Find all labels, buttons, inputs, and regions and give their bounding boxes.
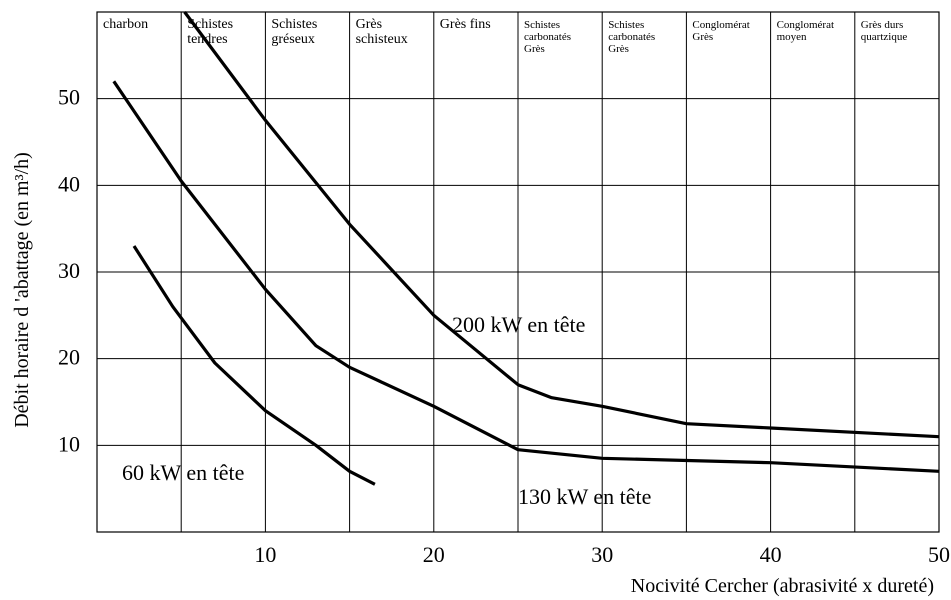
y-axis-title: Débit horaire d 'abattage (en m³/h) xyxy=(11,152,33,428)
y-tick-label-4: 50 xyxy=(58,85,80,110)
y-tick-label-3: 40 xyxy=(58,171,80,196)
curves xyxy=(112,11,940,486)
series-line-0 xyxy=(132,245,376,486)
x-tick-label-1: 20 xyxy=(423,542,445,567)
y-tick-label-0: 10 xyxy=(58,431,80,456)
y-tick-label-2: 30 xyxy=(58,258,80,283)
x-axis-title: Nocivité Cercher (abrasivité x dureté) xyxy=(631,575,934,597)
series-line-2 xyxy=(183,11,940,439)
zone-label-1: Schistes tendres xyxy=(187,17,233,47)
series-line-1 xyxy=(112,80,940,473)
x-tick-label-2: 30 xyxy=(591,542,613,567)
x-tick-label-4: 50 xyxy=(928,542,950,567)
label-200kw: 200 kW en tête xyxy=(452,312,585,337)
x-tick-labels: 10 20 30 40 50 xyxy=(254,542,950,567)
y-tick-label-1: 20 xyxy=(58,345,80,370)
rock-zone-labels: charbon Schistes tendres Schistes gréseux Grè… xyxy=(103,17,907,55)
y-tick-labels: 10 20 30 40 50 xyxy=(58,85,80,457)
x-tick-label-0: 10 xyxy=(254,542,276,567)
zone-label-3: Grès schisteux xyxy=(356,17,408,47)
x-tick-label-3: 40 xyxy=(760,542,782,567)
grid xyxy=(97,12,939,532)
zone-label-6: Schistes carbonatés Grès xyxy=(608,19,655,55)
zone-label-0: charbon xyxy=(103,17,148,32)
zone-label-9: Grès durs quartzique xyxy=(861,19,908,43)
zone-label-4: Grès fins xyxy=(440,17,491,32)
zone-label-7: Conglomérat Grès xyxy=(692,19,749,43)
zone-label-2: Schistes gréseux xyxy=(271,17,317,47)
label-60kw: 60 kW en tête xyxy=(122,460,244,485)
plot-frame xyxy=(96,11,940,533)
zone-label-5: Schistes carbonatés Grès xyxy=(524,19,571,55)
zone-label-8: Conglomérat moyen xyxy=(777,19,834,43)
label-130kw: 130 kW en tête xyxy=(518,484,651,509)
